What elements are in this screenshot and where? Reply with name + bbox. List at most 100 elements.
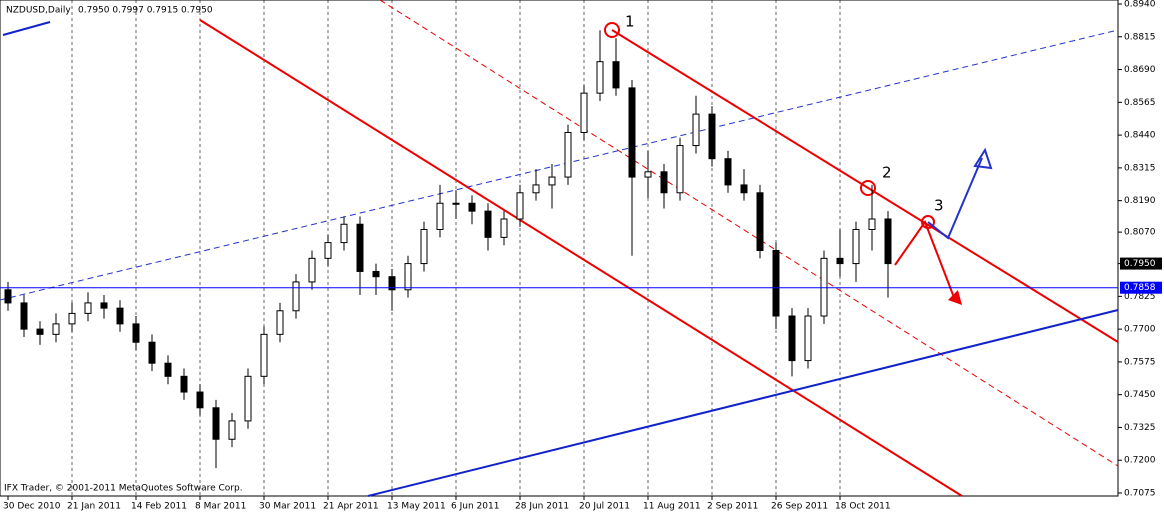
blue-arrow <box>927 157 983 240</box>
annotation: 2 <box>882 164 892 182</box>
candle-body <box>148 341 156 364</box>
candle-body <box>516 192 524 220</box>
red-arrowhead <box>948 290 962 305</box>
red-arrow <box>894 219 956 301</box>
candle-body <box>836 257 844 265</box>
price-marker-label: 0.7950 <box>1124 259 1156 269</box>
candle-body <box>708 113 716 160</box>
y-tick-label: 0.8690 <box>1124 65 1156 75</box>
x-tick-label: 8 Mar 2011 <box>195 502 246 512</box>
candle-body <box>212 407 220 440</box>
y-tick-label: 0.7075 <box>1124 489 1156 499</box>
x-tick-label: 14 Feb 2011 <box>131 502 187 512</box>
y-tick-label: 0.7825 <box>1124 292 1156 302</box>
candle-body <box>532 184 540 194</box>
candle-body <box>564 131 572 178</box>
candle-body <box>276 310 284 335</box>
candle-body <box>308 257 316 283</box>
candle-body <box>84 302 92 314</box>
price-marker-label: 0.7858 <box>1124 283 1156 293</box>
candle-body <box>100 302 108 309</box>
candle-body <box>692 113 700 147</box>
x-tick-label: 18 Oct 2011 <box>835 502 891 512</box>
x-tick-label: 11 Aug 2011 <box>643 502 701 512</box>
x-tick-label: 2 Sep 2011 <box>707 502 758 512</box>
price-marker-box <box>1120 257 1162 270</box>
blue-support <box>367 309 1119 497</box>
candle-body <box>644 171 652 178</box>
y-tick-label: 0.8815 <box>1124 32 1156 42</box>
y-tick-label: 0.7200 <box>1124 456 1156 466</box>
candle-body <box>180 375 188 393</box>
annotation: 3 <box>934 197 944 215</box>
candle-body <box>452 202 460 205</box>
annotation: 1 <box>625 13 635 31</box>
blue-short <box>2 21 51 36</box>
candle-body <box>292 281 300 312</box>
circle-2 <box>860 180 876 196</box>
y-tick-label: 0.8940 <box>1124 0 1156 10</box>
candle-body <box>676 145 684 194</box>
plot-frame <box>0 0 1119 497</box>
candle-body <box>596 61 604 94</box>
x-tick-label: 21 Apr 2011 <box>323 502 379 512</box>
price-marker-box <box>1120 281 1162 294</box>
chart-title: NZDUSD,Daily <box>6 6 71 16</box>
footer: IFX Trader, © 2001-2011 MetaQuotes Softw… <box>4 484 243 494</box>
candle-body <box>884 218 892 265</box>
candle-body <box>756 192 764 251</box>
y-tick-label: 0.8070 <box>1124 228 1156 238</box>
candle-body <box>324 242 332 259</box>
x-tick-label: 21 Jan 2011 <box>67 502 121 512</box>
candle-body <box>436 202 444 230</box>
candle-body <box>772 249 780 317</box>
candle-body <box>372 270 380 278</box>
candle-body <box>420 228 428 265</box>
blue-arrowhead <box>973 147 993 170</box>
blue-dashed-line <box>0 29 1119 301</box>
y-tick-label: 0.7575 <box>1124 357 1156 367</box>
x-tick-label: 30 Dec 2010 <box>3 502 61 512</box>
candle-body <box>628 87 636 178</box>
candle-body <box>404 263 412 291</box>
y-tick-label: 0.8315 <box>1124 163 1156 173</box>
x-tick-label: 6 Jun 2011 <box>451 502 499 512</box>
y-tick-label: 0.7325 <box>1124 423 1156 433</box>
candle-body <box>612 61 620 89</box>
chart-subtitle: 0.7950 0.7997 0.7915 0.7950 <box>78 6 213 16</box>
candle-body <box>500 218 508 238</box>
candle-body <box>820 257 828 317</box>
x-tick-label: 20 Jul 2011 <box>579 502 630 512</box>
x-tick-label: 26 Sep 2011 <box>771 502 828 512</box>
candle-body <box>132 323 140 343</box>
candle-body <box>548 176 556 186</box>
candle-body <box>4 289 12 304</box>
candle-body <box>388 276 396 291</box>
candle-body <box>580 92 588 133</box>
candle-body <box>468 202 476 212</box>
channel-upper <box>611 29 1119 343</box>
y-tick-label: 0.7700 <box>1124 325 1156 335</box>
candle-body <box>660 171 668 194</box>
candle-body <box>340 223 348 244</box>
y-tick-label: 0.8565 <box>1124 98 1156 108</box>
candle-body <box>196 391 204 409</box>
x-tick-label: 28 Jun 2011 <box>515 502 569 512</box>
y-tick-label: 0.8190 <box>1124 196 1156 206</box>
candle-body <box>52 323 60 335</box>
candle-body <box>68 312 76 325</box>
candle-body <box>484 210 492 238</box>
channel-lower <box>199 19 963 497</box>
trend-lines <box>0 0 1119 497</box>
y-tick-label: 0.8440 <box>1124 131 1156 141</box>
candle-body <box>868 218 876 230</box>
candle-body <box>724 158 732 186</box>
candle-body <box>852 228 860 265</box>
candle-body <box>36 328 44 335</box>
candle-body <box>788 315 796 362</box>
candle-body <box>20 302 28 330</box>
candle-body <box>804 315 812 362</box>
y-tick-label: 0.7450 <box>1124 390 1156 400</box>
candle-body <box>228 420 236 440</box>
candle-body <box>116 307 124 325</box>
